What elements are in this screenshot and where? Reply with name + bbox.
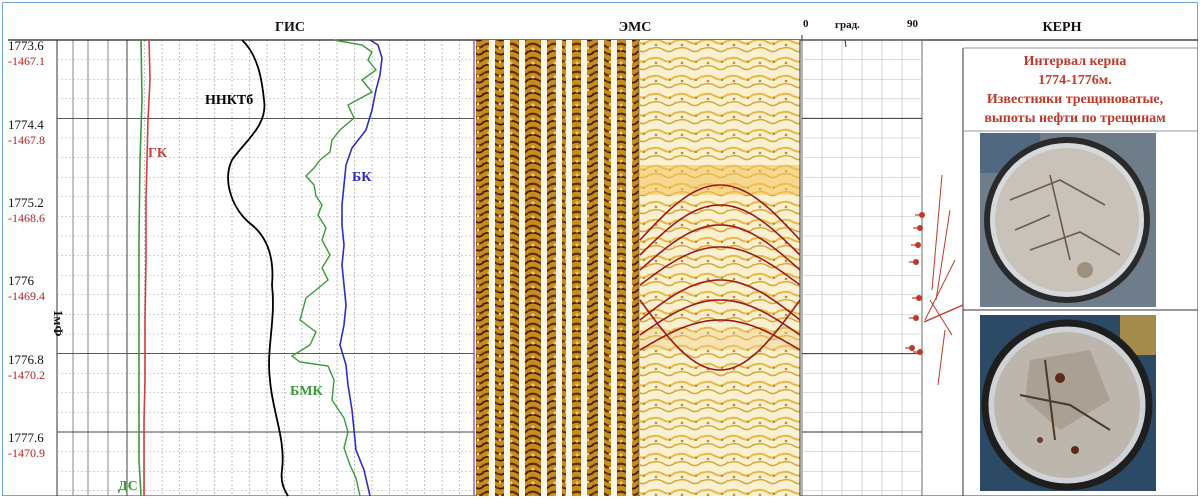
depth-md-2: 1774.4 — [8, 117, 44, 132]
ds-curve — [138, 39, 143, 497]
nnkt-label: ННКТб — [205, 93, 254, 108]
dip-tadpoles — [905, 174, 964, 386]
bmk-label: БМК — [290, 384, 323, 399]
core-photo-2 — [980, 315, 1156, 491]
depth-md-5: 1776.8 — [8, 352, 44, 367]
gis-grid — [57, 39, 474, 496]
depth-md-1: 1773.6 — [8, 38, 44, 53]
depth-abs-2: -1467.8 — [8, 133, 45, 147]
ds-label: ДС — [118, 479, 138, 494]
gk-curve — [143, 39, 151, 496]
inclination-track — [801, 35, 923, 496]
core-photo-1 — [980, 133, 1156, 307]
track-label-1mf: 1мФ — [51, 310, 66, 337]
core-column — [962, 47, 1198, 496]
incl-unit-label: град. — [835, 19, 860, 31]
nnkt-curve — [227, 39, 289, 497]
gk-label: ГК — [148, 146, 168, 161]
bk-curve — [339, 39, 383, 497]
depth-abs-4: -1469.4 — [8, 289, 45, 303]
depth-md-6: 1777.6 — [8, 430, 44, 445]
header-gis: ГИС — [275, 20, 305, 35]
depth-abs-5: -1470.2 — [8, 368, 45, 382]
depth-md-3: 1775.2 — [8, 195, 44, 210]
bmk-curve — [290, 39, 378, 497]
header-ems: ЭМС — [618, 20, 652, 35]
depth-md-4: 1776 — [8, 273, 34, 288]
incl-max-label: 90 — [907, 18, 918, 30]
depth-track — [56, 40, 109, 496]
fracture-sinusoids — [639, 184, 801, 371]
depth-abs-6: -1470.9 — [8, 446, 45, 460]
ems-image-dynamic — [476, 40, 639, 496]
incl-min-label: 0 — [803, 18, 809, 30]
core-line-2: 1774-1776м. — [1038, 73, 1112, 88]
depth-abs-1: -1467.1 — [8, 54, 45, 68]
depth-abs-3: -1468.6 — [8, 211, 45, 225]
core-line-3: Известняки трещиноватые, — [986, 92, 1164, 107]
header-kern: КЕРН — [1042, 20, 1082, 35]
core-line-1: Интервал керна — [1023, 54, 1127, 69]
core-line-4: выпоты нефти по трещинам — [984, 111, 1166, 126]
core-description: Интервал керна 1774-1776м. Известняки тр… — [962, 52, 1188, 128]
bk-label: БК — [352, 170, 372, 185]
ems-image-static — [640, 40, 800, 496]
